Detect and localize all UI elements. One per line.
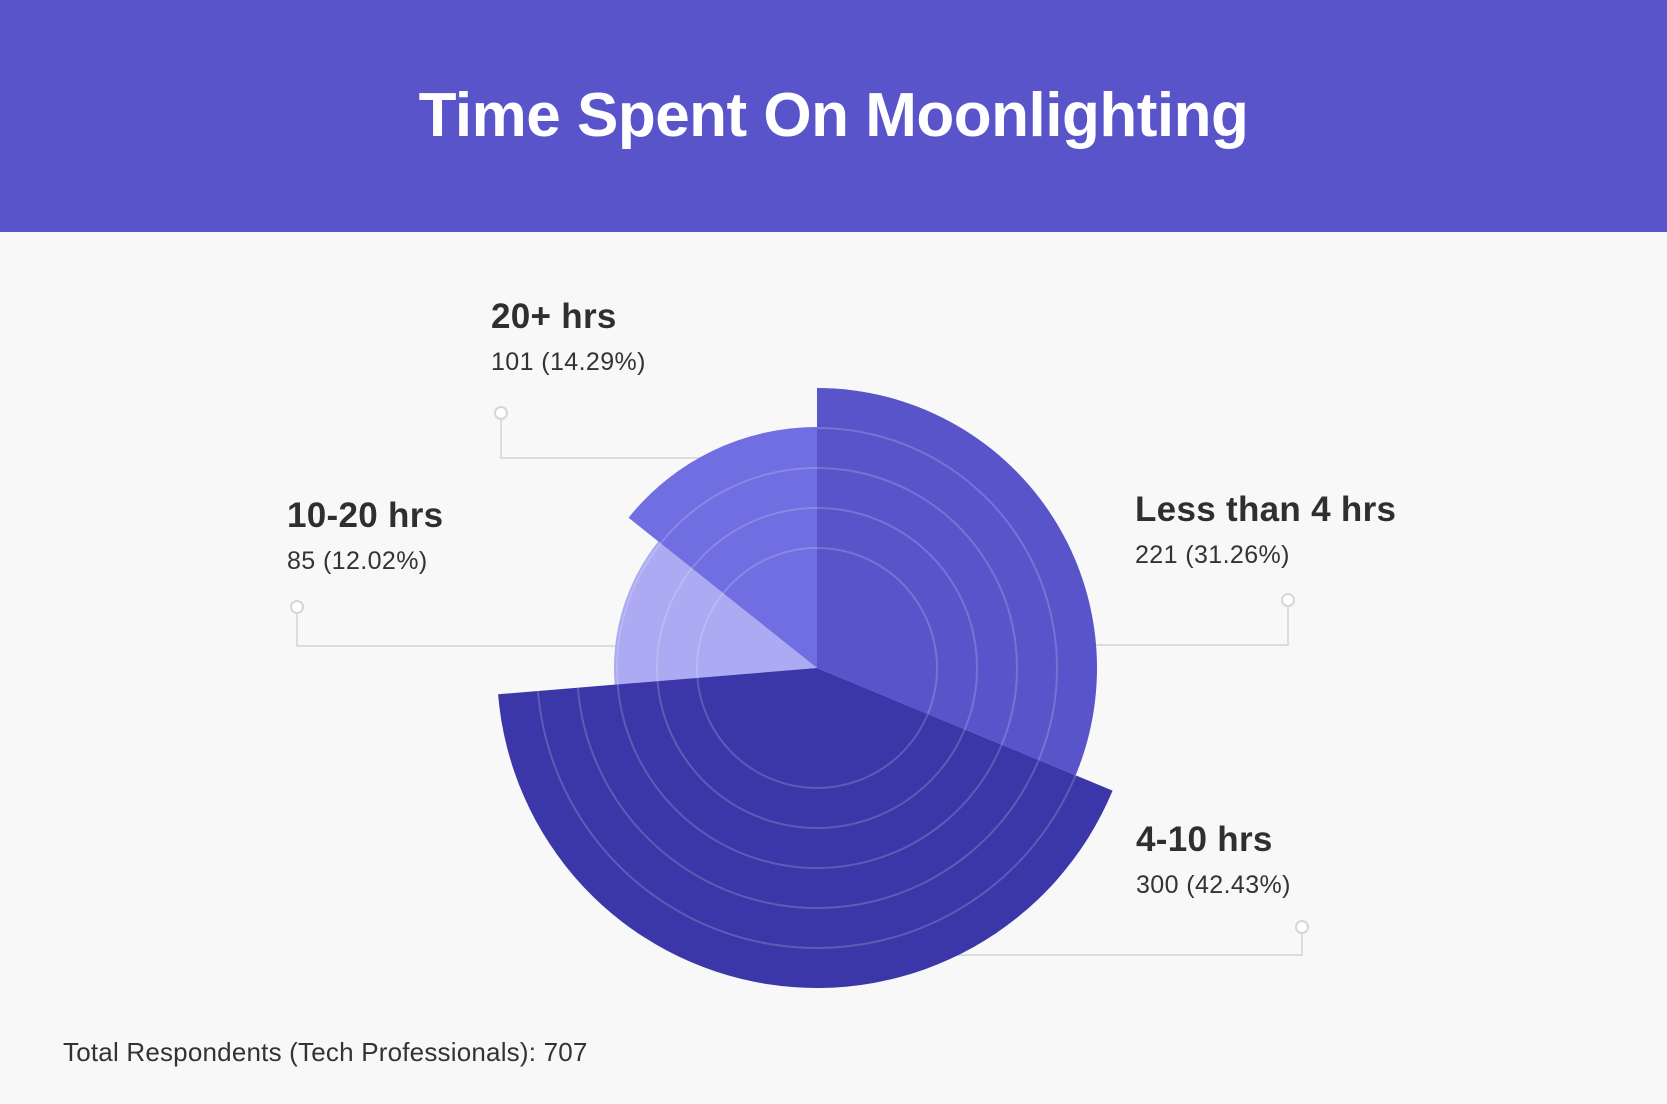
label-value: 300 (42.43%) xyxy=(1136,871,1291,899)
grid-ring xyxy=(816,507,978,730)
callout-dot-icon xyxy=(1281,593,1295,607)
leader-line xyxy=(500,413,700,459)
header-banner: Time Spent On Moonlighting xyxy=(0,0,1667,232)
label-10-20: 10-20 hrs 85 (12.02%) xyxy=(287,496,443,576)
wedge-20-plus xyxy=(628,427,817,668)
leader-line xyxy=(955,927,1303,956)
callout-dot-icon xyxy=(290,600,304,614)
grid-ring xyxy=(722,547,818,594)
grid-ring xyxy=(616,684,1003,869)
grid-rings xyxy=(536,427,1077,949)
grid-ring xyxy=(616,542,662,685)
footnote: Total Respondents (Tech Professionals): … xyxy=(63,1037,588,1067)
grid-ring xyxy=(696,677,929,789)
label-4-10: 4-10 hrs 300 (42.43%) xyxy=(1136,820,1291,900)
label-value: 85 (12.02%) xyxy=(287,547,428,575)
callout-dot-icon xyxy=(494,406,508,420)
label-name: Less than 4 hrs xyxy=(1135,490,1397,529)
label-20-plus: 20+ hrs 101 (14.29%) xyxy=(491,297,646,377)
grid-ring xyxy=(816,547,938,715)
wedge-4-10 xyxy=(498,668,1113,988)
grid-ring xyxy=(816,427,1058,761)
label-value: 101 (14.29%) xyxy=(491,348,646,376)
label-less-than-4: Less than 4 hrs 221 (31.26%) xyxy=(1135,490,1396,570)
wedge-10-20 xyxy=(614,541,817,685)
grid-ring xyxy=(656,567,693,682)
callout-dot-icon xyxy=(1295,920,1309,934)
grid-ring xyxy=(816,467,1018,746)
callout-dots xyxy=(290,406,1309,934)
grid-ring xyxy=(696,592,724,678)
chart-wedges xyxy=(498,388,1113,988)
label-name: 20+ hrs xyxy=(491,297,617,336)
callout-connectors xyxy=(296,413,1303,956)
grid-ring xyxy=(659,467,818,544)
grid-ring xyxy=(656,681,966,829)
leader-line xyxy=(296,607,630,647)
label-name: 10-20 hrs xyxy=(287,496,444,535)
grid-ring xyxy=(536,690,1077,949)
label-value: 221 (31.26%) xyxy=(1135,541,1290,569)
leader-line xyxy=(1060,600,1289,646)
chart-title: Time Spent On Moonlighting xyxy=(418,80,1249,150)
grid-ring xyxy=(691,507,818,569)
wedge-less-than-4 xyxy=(817,388,1097,776)
label-name: 4-10 hrs xyxy=(1136,820,1273,859)
grid-ring xyxy=(576,687,1040,909)
